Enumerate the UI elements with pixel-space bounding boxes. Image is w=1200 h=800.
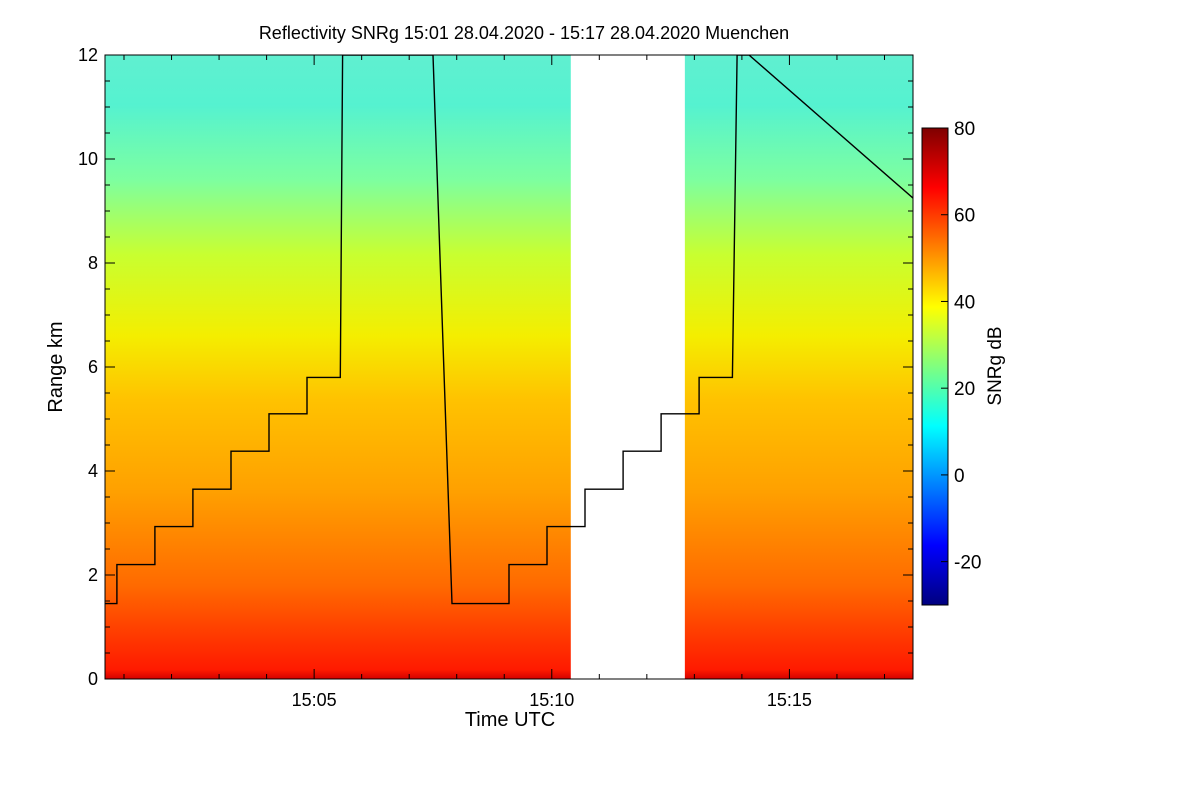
- colorbar-tick-label: 80: [954, 119, 975, 140]
- colorbar-tick-label: 20: [954, 379, 975, 400]
- colorbar-axis: -20 0 20 40 60 80: [941, 119, 981, 574]
- y-tick-label: 4: [88, 461, 98, 481]
- x-axis-label: Time UTC: [465, 709, 555, 731]
- y-tick-label: 2: [88, 565, 98, 585]
- scan-altitude-line: [105, 55, 913, 605]
- y-tick-label: 10: [78, 149, 98, 169]
- colorbar-label: SNRg dB: [985, 326, 1006, 405]
- colorbar: [921, 127, 949, 606]
- data-segment-1: [105, 55, 571, 679]
- x-axis: 15:05 15:10 15:15: [123, 55, 885, 710]
- x-tick-label: 15:15: [767, 690, 812, 710]
- colorbar-tick-label: 60: [954, 206, 975, 227]
- colorbar-tick-label: -20: [954, 553, 981, 574]
- y-tick-label: 0: [88, 669, 98, 689]
- y-tick-label: 12: [78, 45, 98, 65]
- data-segment-2: [684, 55, 913, 679]
- colorbar-tick-label: 40: [954, 292, 975, 313]
- heatmap-field: [105, 55, 913, 679]
- x-tick-label: 15:10: [529, 690, 574, 710]
- x-tick-label: 15:05: [292, 690, 337, 710]
- y-tick-label: 8: [88, 253, 98, 273]
- y-axis-label: Range km: [45, 321, 67, 412]
- y-axis: 0 2 4 6 8 10 12: [78, 45, 913, 689]
- y-tick-label: 6: [88, 357, 98, 377]
- colorbar-tick-label: 0: [954, 466, 965, 487]
- chart-title: Reflectivity SNRg 15:01 28.04.2020 - 15:…: [259, 23, 789, 43]
